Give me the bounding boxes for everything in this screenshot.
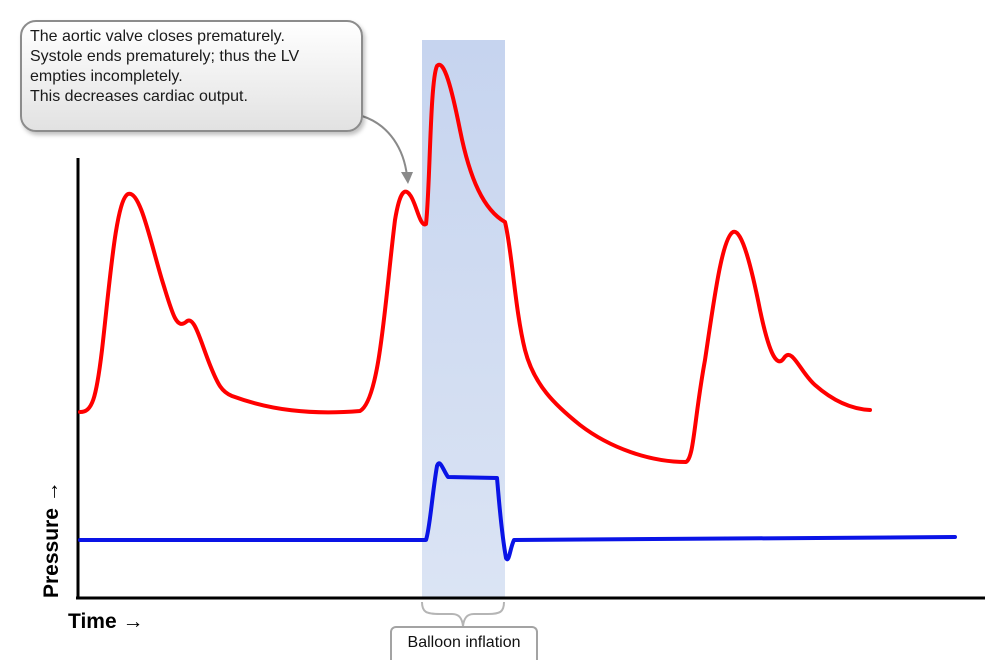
callout-line-1: The aortic valve closes prematurely. [30,28,285,45]
callout-line-4: This decreases cardiac output. [30,88,248,105]
y-axis-label: Pressure → [40,481,63,598]
callout-line-2: Systole ends prematurely; thus the LV [30,48,300,65]
balloon-inflation-band [422,40,505,598]
arterial-pressure-curve [78,62,872,464]
x-axis-label: Time → [68,610,144,633]
callout-arrowhead [401,172,413,184]
balloon-pressure-curve [78,461,957,562]
balloon-bracket [421,601,505,627]
callout-pointer-arrow [361,115,408,177]
callout-line-3: empties incompletely. [30,68,183,85]
annotation-callout: The aortic valve closes prematurely. Sys… [20,20,363,132]
balloon-inflation-label: Balloon inflation [390,626,538,660]
